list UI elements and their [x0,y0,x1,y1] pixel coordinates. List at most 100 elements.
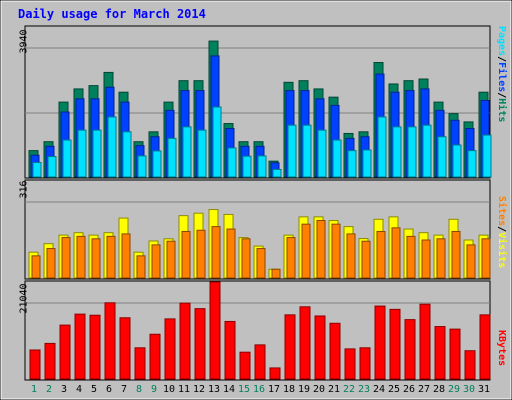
day-label-15: 15 [237,384,251,395]
day-label-5: 5 [90,384,98,395]
pages-bar-15 [242,155,252,178]
kbytes-bar-14 [224,320,236,380]
pages-bar-18 [287,124,297,178]
pages-bar-25 [392,126,402,178]
kbytes-bar-6 [104,302,116,380]
pages-bar-29 [452,144,462,178]
kbytes-bar-4 [74,313,86,380]
sites-bar-3 [61,237,71,279]
day-label-20: 20 [312,384,326,395]
mid-panel-max-label: 316 [18,180,30,199]
day-label-27: 27 [417,384,431,395]
day-label-16: 16 [252,384,266,395]
kbytes-bar-7 [119,317,131,380]
pages-bar-30 [467,150,477,178]
sites-bar-6 [106,235,116,279]
legend-files: Files [496,62,507,93]
sites-bar-19 [301,223,311,279]
pages-bar-20 [317,129,327,178]
day-label-9: 9 [150,384,158,395]
pages-bar-6 [107,116,117,178]
bot-panel-legend: KBytes [496,330,507,366]
sites-bar-25 [391,227,401,279]
sites-bar-1 [31,255,41,279]
kbytes-bar-24 [374,305,386,380]
day-label-24: 24 [372,384,386,395]
pages-bar-31 [482,134,492,178]
top-panel-legend: Pages/Files/Hits [496,26,507,122]
day-label-14: 14 [222,384,236,395]
kbytes-bar-18 [284,314,296,380]
sites-bar-2 [46,248,56,279]
pages-bar-17 [272,168,282,178]
sites-bar-17 [271,268,281,279]
kbytes-bar-10 [164,318,176,380]
day-label-21: 21 [327,384,341,395]
kbytes-bar-17 [269,367,281,380]
sites-bar-11 [181,230,191,279]
sites-bar-26 [406,235,416,279]
kbytes-bar-31 [479,314,491,380]
pages-bar-28 [437,136,447,178]
kbytes-bar-9 [149,333,161,380]
kbytes-bar-23 [359,347,371,380]
sites-bar-29 [451,230,461,279]
sites-bar-12 [196,229,206,279]
top-panel-max-label: 3940 [18,29,30,54]
sites-bar-10 [166,240,176,279]
day-label-10: 10 [162,384,176,395]
pages-bar-23 [362,149,372,178]
pages-bar-13 [212,106,222,178]
legend-kbytes: KBytes [496,330,507,367]
kbytes-bar-15 [239,351,251,380]
sites-bar-22 [346,233,356,279]
kbytes-bar-27 [419,303,431,380]
day-label-7: 7 [120,384,128,395]
kbytes-bar-16 [254,344,266,380]
pages-bar-4 [77,129,87,178]
pages-bar-8 [137,155,147,178]
day-label-4: 4 [75,384,83,395]
sites-bar-13 [211,226,221,279]
day-label-25: 25 [387,384,401,395]
sites-bar-14 [226,228,236,279]
sites-bar-8 [136,255,146,279]
day-label-31: 31 [477,384,491,395]
kbytes-bar-30 [464,350,476,380]
legend-hits: Hits [496,98,507,123]
kbytes-bar-11 [179,302,191,380]
pages-bar-11 [182,126,192,178]
kbytes-bar-26 [404,319,416,380]
kbytes-bar-20 [314,315,326,380]
kbytes-bar-21 [329,322,341,380]
kbytes-bar-19 [299,306,311,380]
kbytes-bar-28 [434,326,446,380]
day-label-12: 12 [192,384,206,395]
day-label-2: 2 [45,384,53,395]
kbytes-bar-5 [89,314,101,380]
day-label-8: 8 [135,384,143,395]
kbytes-bar-12 [194,308,206,380]
day-label-6: 6 [105,384,113,395]
pages-bar-12 [197,129,207,178]
mid-panel-legend: Sites/Visits [496,196,507,268]
sites-bar-28 [436,238,446,279]
pages-bar-24 [377,116,387,178]
pages-bar-7 [122,131,132,178]
sites-bar-7 [121,233,131,279]
bot-panel-max-label: 21040 [18,283,30,314]
chart-title: Daily usage for March 2014 [18,7,206,21]
day-label-17: 17 [267,384,281,395]
legend-sites: Sites [496,196,507,227]
pages-bar-26 [407,126,417,178]
kbytes-bar-22 [344,348,356,380]
sites-bar-30 [466,244,476,279]
sites-bar-20 [316,220,326,279]
day-label-3: 3 [60,384,68,395]
sites-bar-23 [361,240,371,279]
pages-bar-2 [47,156,57,178]
sites-bar-5 [91,238,101,279]
day-label-11: 11 [177,384,191,395]
day-label-30: 30 [462,384,476,395]
